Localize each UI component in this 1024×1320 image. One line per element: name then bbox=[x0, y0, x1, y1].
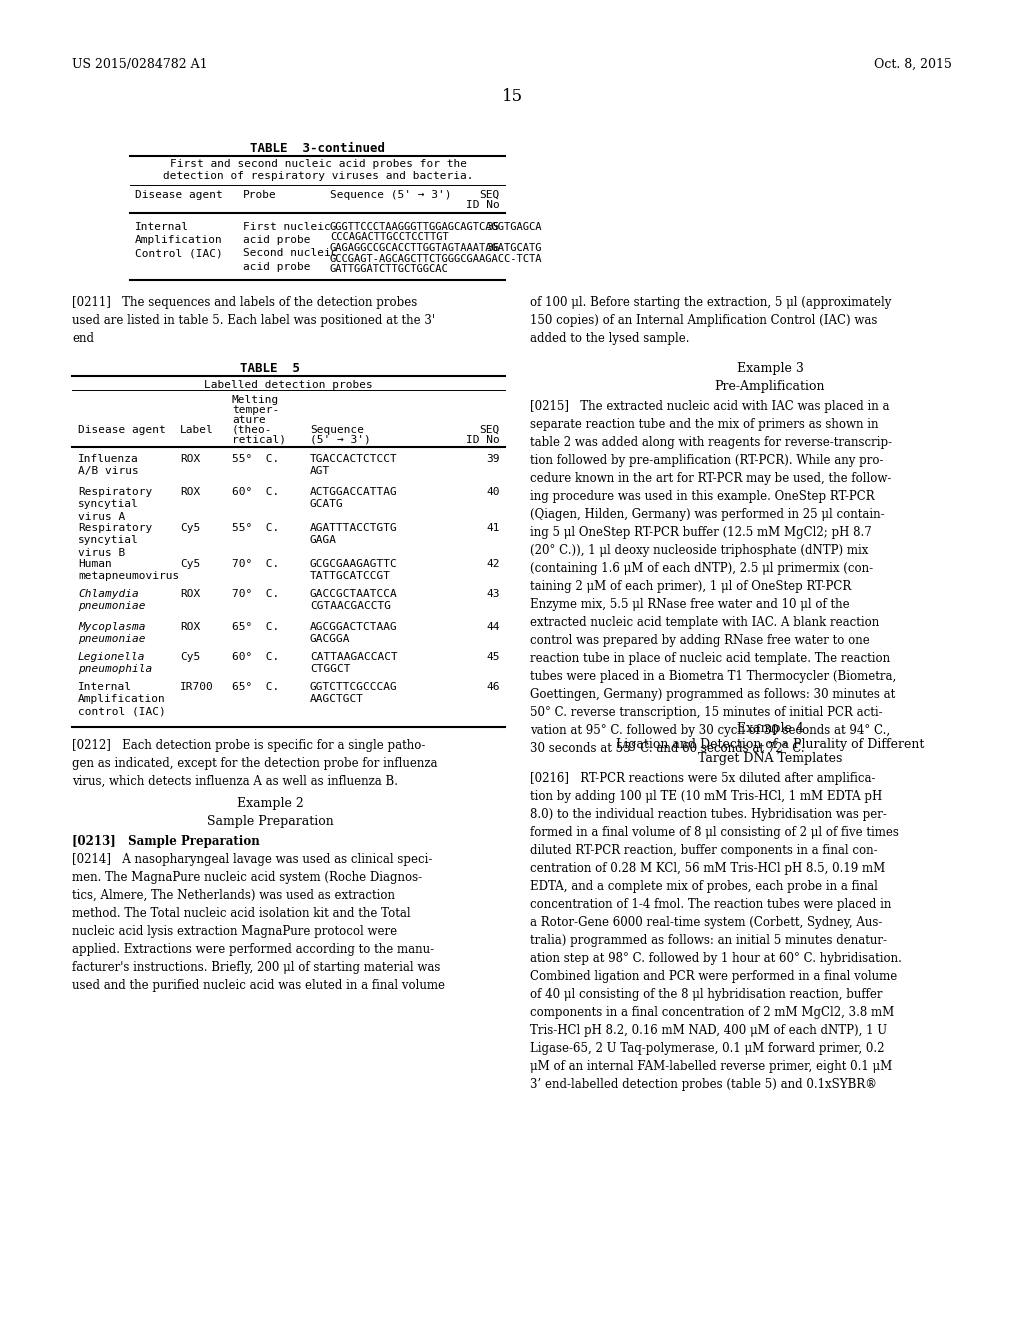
Text: 42: 42 bbox=[486, 558, 500, 569]
Text: TABLE  5: TABLE 5 bbox=[240, 362, 300, 375]
Text: Respiratory
syncytial
virus B: Respiratory syncytial virus B bbox=[78, 523, 153, 558]
Text: of 100 μl. Before starting the extraction, 5 μl (approximately
150 copies) of an: of 100 μl. Before starting the extractio… bbox=[530, 296, 891, 345]
Text: SEQ: SEQ bbox=[480, 190, 500, 201]
Text: [0216]   RT-PCR reactions were 5x diluted after amplifica-
tion by adding 100 μl: [0216] RT-PCR reactions were 5x diluted … bbox=[530, 772, 902, 1092]
Text: Cy5: Cy5 bbox=[180, 652, 201, 663]
Text: Target DNA Templates: Target DNA Templates bbox=[697, 752, 842, 766]
Text: ACTGGACCATTAG
GCATG: ACTGGACCATTAG GCATG bbox=[310, 487, 397, 510]
Text: Disease agent: Disease agent bbox=[78, 425, 166, 436]
Text: [0215]   The extracted nucleic acid with IAC was placed in a
separate reaction t: [0215] The extracted nucleic acid with I… bbox=[530, 400, 896, 755]
Text: 70°  C.: 70° C. bbox=[232, 558, 280, 569]
Text: First nucleic
acid probe
Second nucleic
acid probe: First nucleic acid probe Second nucleic … bbox=[243, 222, 338, 272]
Text: TABLE  3-continued: TABLE 3-continued bbox=[251, 143, 385, 154]
Text: retical): retical) bbox=[232, 436, 286, 445]
Text: Chlamydia
pneumoniae: Chlamydia pneumoniae bbox=[78, 589, 145, 611]
Text: Pre-Amplification: Pre-Amplification bbox=[715, 380, 825, 393]
Text: Ligation and Detection of a Plurality of Different: Ligation and Detection of a Plurality of… bbox=[615, 738, 925, 751]
Text: 70°  C.: 70° C. bbox=[232, 589, 280, 599]
Text: ROX: ROX bbox=[180, 454, 201, 465]
Text: Legionella
pneumophila: Legionella pneumophila bbox=[78, 652, 153, 675]
Text: Human
metapneumovirus: Human metapneumovirus bbox=[78, 558, 179, 581]
Text: 41: 41 bbox=[486, 523, 500, 533]
Text: ature: ature bbox=[232, 414, 266, 425]
Text: IR700: IR700 bbox=[180, 682, 214, 692]
Text: GCGCGAAGAGTTC
TATTGCATCCGT: GCGCGAAGAGTTC TATTGCATCCGT bbox=[310, 558, 397, 581]
Text: temper-: temper- bbox=[232, 405, 280, 414]
Text: ID No: ID No bbox=[466, 436, 500, 445]
Text: 39: 39 bbox=[486, 454, 500, 465]
Text: (theo-: (theo- bbox=[232, 425, 272, 436]
Text: Example 2: Example 2 bbox=[237, 797, 303, 810]
Text: Oct. 8, 2015: Oct. 8, 2015 bbox=[874, 58, 952, 71]
Text: Respiratory
syncytial
virus A: Respiratory syncytial virus A bbox=[78, 487, 153, 521]
Text: 15: 15 bbox=[502, 88, 522, 106]
Text: 40: 40 bbox=[486, 487, 500, 498]
Text: Internal
Amplification
Control (IAC): Internal Amplification Control (IAC) bbox=[135, 222, 223, 259]
Text: 55°  C.: 55° C. bbox=[232, 523, 280, 533]
Text: 35: 35 bbox=[486, 222, 500, 232]
Text: 46: 46 bbox=[486, 682, 500, 692]
Text: US 2015/0284782 A1: US 2015/0284782 A1 bbox=[72, 58, 208, 71]
Text: Label: Label bbox=[180, 425, 214, 436]
Text: GACCGCTAATCCA
CGTAACGACCTG: GACCGCTAATCCA CGTAACGACCTG bbox=[310, 589, 397, 611]
Text: Cy5: Cy5 bbox=[180, 523, 201, 533]
Text: Sample Preparation: Sample Preparation bbox=[207, 814, 334, 828]
Text: 45: 45 bbox=[486, 652, 500, 663]
Text: detection of respiratory viruses and bacteria.: detection of respiratory viruses and bac… bbox=[163, 172, 473, 181]
Text: Melting: Melting bbox=[232, 395, 280, 405]
Text: [0212]   Each detection probe is specific for a single patho-
gen as indicated, : [0212] Each detection probe is specific … bbox=[72, 739, 437, 788]
Text: GCCGAGT-AGCAGCTTCTGGGCGAAGACC-TCTA: GCCGAGT-AGCAGCTTCTGGGCGAAGACC-TCTA bbox=[330, 253, 543, 264]
Text: GAGAGGCCGCACCTTGGTAGTAAATAGATGCATG: GAGAGGCCGCACCTTGGTAGTAAATAGATGCATG bbox=[330, 243, 543, 253]
Text: 43: 43 bbox=[486, 589, 500, 599]
Text: TGACCACTCTCCT
AGT: TGACCACTCTCCT AGT bbox=[310, 454, 397, 477]
Text: ID No: ID No bbox=[466, 201, 500, 210]
Text: Mycoplasma
pneumoniae: Mycoplasma pneumoniae bbox=[78, 622, 145, 644]
Text: Influenza
A/B virus: Influenza A/B virus bbox=[78, 454, 138, 477]
Text: 65°  C.: 65° C. bbox=[232, 622, 280, 632]
Text: GGTCTTCGCCCAG
AAGCTGCT: GGTCTTCGCCCAG AAGCTGCT bbox=[310, 682, 397, 705]
Text: 55°  C.: 55° C. bbox=[232, 454, 280, 465]
Text: 65°  C.: 65° C. bbox=[232, 682, 280, 692]
Text: Probe: Probe bbox=[243, 190, 276, 201]
Text: CATTAAGACCACT
CTGGCT: CATTAAGACCACT CTGGCT bbox=[310, 652, 397, 675]
Text: 36: 36 bbox=[486, 243, 500, 253]
Text: Disease agent: Disease agent bbox=[135, 190, 223, 201]
Text: SEQ: SEQ bbox=[480, 425, 500, 436]
Text: Sequence: Sequence bbox=[310, 425, 364, 436]
Text: Internal
Amplification
control (IAC): Internal Amplification control (IAC) bbox=[78, 682, 166, 717]
Text: Cy5: Cy5 bbox=[180, 558, 201, 569]
Text: [0211]   The sequences and labels of the detection probes
used are listed in tab: [0211] The sequences and labels of the d… bbox=[72, 296, 435, 345]
Text: GATTGGATCTTGCTGGCAC: GATTGGATCTTGCTGGCAC bbox=[330, 264, 449, 275]
Text: ROX: ROX bbox=[180, 622, 201, 632]
Text: [0214]   A nasopharyngeal lavage was used as clinical speci-
men. The MagnaPure : [0214] A nasopharyngeal lavage was used … bbox=[72, 853, 445, 993]
Text: 60°  C.: 60° C. bbox=[232, 652, 280, 663]
Text: ROX: ROX bbox=[180, 589, 201, 599]
Text: Example 3: Example 3 bbox=[736, 362, 804, 375]
Text: Example 4: Example 4 bbox=[736, 722, 804, 735]
Text: Labelled detection probes: Labelled detection probes bbox=[204, 380, 373, 389]
Text: GGGTTCCCTAAGGGTTGGAGCAGTCAGGTGAGCA: GGGTTCCCTAAGGGTTGGAGCAGTCAGGTGAGCA bbox=[330, 222, 543, 232]
Text: CCCAGACTTGCCTCCTTGT: CCCAGACTTGCCTCCTTGT bbox=[330, 232, 449, 243]
Text: First and second nucleic acid probes for the: First and second nucleic acid probes for… bbox=[170, 158, 467, 169]
Text: AGATTTACCTGTG
GAGA: AGATTTACCTGTG GAGA bbox=[310, 523, 397, 545]
Text: (5' → 3'): (5' → 3') bbox=[310, 436, 371, 445]
Text: [0213]   Sample Preparation: [0213] Sample Preparation bbox=[72, 836, 260, 847]
Text: 44: 44 bbox=[486, 622, 500, 632]
Text: 60°  C.: 60° C. bbox=[232, 487, 280, 498]
Text: ROX: ROX bbox=[180, 487, 201, 498]
Text: Sequence (5' → 3'): Sequence (5' → 3') bbox=[330, 190, 452, 201]
Text: AGCGGACTCTAAG
GACGGA: AGCGGACTCTAAG GACGGA bbox=[310, 622, 397, 644]
